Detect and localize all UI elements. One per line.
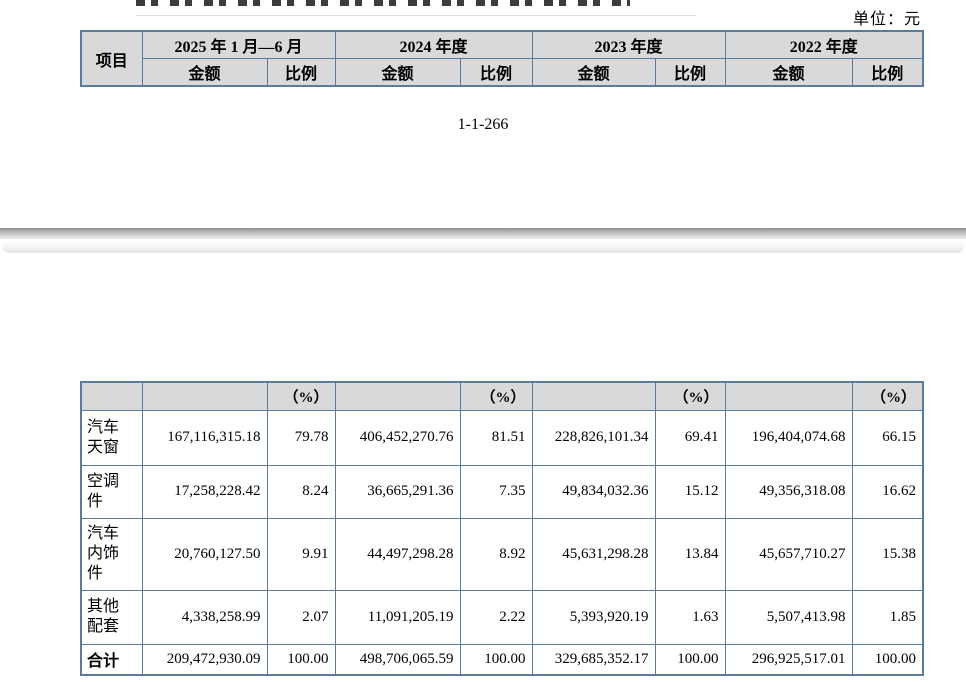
- amount-cell: 406,452,270.76: [334, 409, 461, 466]
- amount-cell: 49,356,318.08: [724, 464, 853, 519]
- title-underline: [136, 15, 696, 16]
- ratio-cell: 100.00: [266, 643, 336, 676]
- ratio-cell: 79.78: [266, 409, 336, 466]
- amount-cell: 228,826,101.34: [531, 409, 656, 466]
- ratio-cell: 81.51: [459, 409, 533, 466]
- percent-unit-cell: （%）: [459, 381, 533, 411]
- row-label: 汽车 内饰 件: [80, 517, 143, 591]
- ratio-cell: 8.24: [266, 464, 336, 519]
- ratio-cell: 16.62: [851, 464, 924, 519]
- amount-cell: 49,834,032.36: [531, 464, 656, 519]
- amount-cell: 196,404,074.68: [724, 409, 853, 466]
- amount-cell: 209,472,930.09: [141, 643, 268, 676]
- revenue-table-header: 项目 2025 年 1 月—6 月 2024 年度 2023 年度 2022 年…: [80, 30, 925, 87]
- amount-cell: 45,631,298.28: [531, 517, 656, 591]
- table-row-sunroof: 汽车 天窗 167,116,315.18 79.78 406,452,270.7…: [80, 409, 924, 466]
- page-break-shadow: [0, 228, 966, 239]
- percent-unit-cell: （%）: [266, 381, 336, 411]
- period-header-2022: 2022 年度: [724, 30, 924, 59]
- row-label: 空调 件: [80, 464, 143, 519]
- clipped-title-fragment: [136, 0, 630, 6]
- row-label: 其他 配套: [80, 589, 143, 645]
- amount-cell: 329,685,352.17: [531, 643, 656, 676]
- revenue-table-body: （%） （%） （%） （%） 汽车 天窗 167,116,315.18 79.…: [80, 381, 924, 676]
- total-row-label: 合计: [80, 643, 143, 676]
- period-header-2024: 2024 年度: [334, 30, 533, 59]
- amount-cell: 167,116,315.18: [141, 409, 268, 466]
- amount-cell: 17,258,228.42: [141, 464, 268, 519]
- percent-unit-cell: （%）: [654, 381, 726, 411]
- empty-header-cell: [141, 381, 268, 411]
- empty-header-cell: [724, 381, 853, 411]
- ratio-cell: 69.41: [654, 409, 726, 466]
- ratio-cell: 13.84: [654, 517, 726, 591]
- ratio-cell: 15.38: [851, 517, 924, 591]
- ratio-cell: 9.91: [266, 517, 336, 591]
- amount-header: 金额: [141, 58, 268, 87]
- ratio-cell: 15.12: [654, 464, 726, 519]
- empty-header-cell: [531, 381, 656, 411]
- amount-header: 金额: [724, 58, 853, 87]
- amount-cell: 20,760,127.50: [141, 517, 268, 591]
- amount-cell: 296,925,517.01: [724, 643, 853, 676]
- ratio-cell: 100.00: [459, 643, 533, 676]
- row-label: 汽车 天窗: [80, 409, 143, 466]
- ratio-cell: 2.22: [459, 589, 533, 645]
- amount-cell: 5,393,920.19: [531, 589, 656, 645]
- amount-cell: 44,497,298.28: [334, 517, 461, 591]
- table-row-interior-parts: 汽车 内饰 件 20,760,127.50 9.91 44,497,298.28…: [80, 517, 924, 591]
- percent-unit-row: （%） （%） （%） （%）: [80, 381, 924, 411]
- amount-header: 金额: [531, 58, 656, 87]
- ratio-header: 比例: [266, 58, 336, 87]
- empty-header-cell: [80, 381, 143, 411]
- amount-header: 金额: [334, 58, 461, 87]
- empty-header-cell: [334, 381, 461, 411]
- period-header-2023: 2023 年度: [531, 30, 726, 59]
- percent-unit-cell: （%）: [851, 381, 924, 411]
- ratio-header: 比例: [459, 58, 533, 87]
- ratio-cell: 100.00: [851, 643, 924, 676]
- ratio-cell: 7.35: [459, 464, 533, 519]
- ratio-cell: 100.00: [654, 643, 726, 676]
- ratio-cell: 66.15: [851, 409, 924, 466]
- amount-cell: 498,706,065.59: [334, 643, 461, 676]
- ratio-header: 比例: [654, 58, 726, 87]
- amount-cell: 11,091,205.19: [334, 589, 461, 645]
- page-break-bar: [2, 239, 964, 253]
- amount-cell: 45,657,710.27: [724, 517, 853, 591]
- amount-cell: 4,338,258.99: [141, 589, 268, 645]
- table-row-total: 合计 209,472,930.09 100.00 498,706,065.59 …: [80, 643, 924, 676]
- amount-cell: 36,665,291.36: [334, 464, 461, 519]
- ratio-cell: 1.63: [654, 589, 726, 645]
- ratio-cell: 1.85: [851, 589, 924, 645]
- table-row-other-accessories: 其他 配套 4,338,258.99 2.07 11,091,205.19 2.…: [80, 589, 924, 645]
- period-header-2025: 2025 年 1 月—6 月: [141, 30, 336, 59]
- unit-label: 单位：元: [852, 11, 921, 28]
- table-row-ac-parts: 空调 件 17,258,228.42 8.24 36,665,291.36 7.…: [80, 464, 924, 519]
- ratio-header: 比例: [851, 58, 924, 87]
- ratio-cell: 2.07: [266, 589, 336, 645]
- item-header-cell: 项目: [80, 30, 143, 87]
- ratio-cell: 8.92: [459, 517, 533, 591]
- amount-cell: 5,507,413.98: [724, 589, 853, 645]
- page-number: 1-1-266: [457, 116, 509, 133]
